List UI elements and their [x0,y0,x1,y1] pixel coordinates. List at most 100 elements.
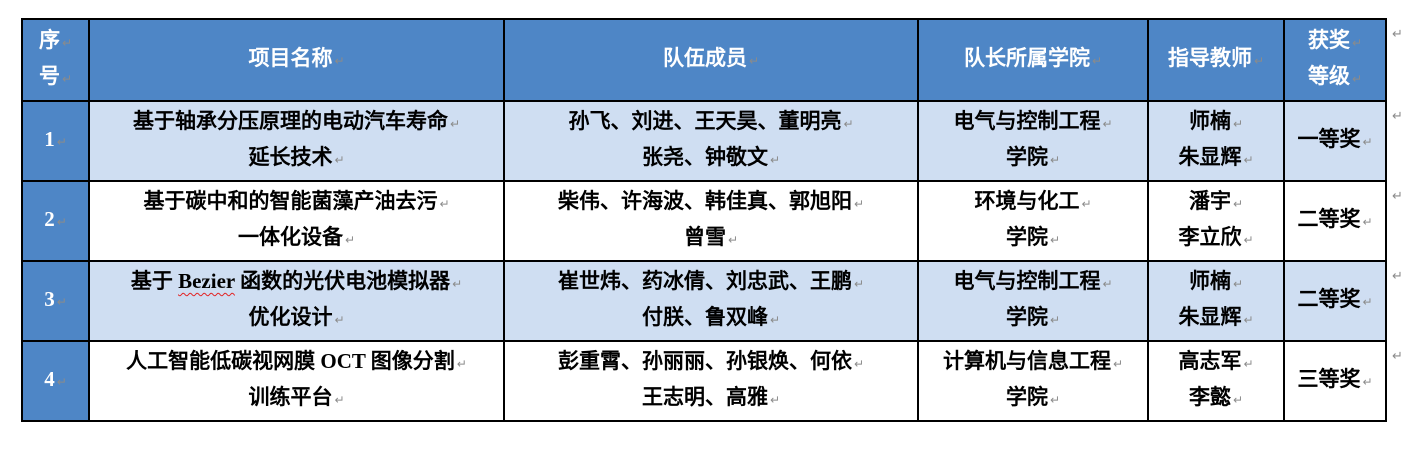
paragraph-mark-icon: ↵ [1362,375,1373,389]
cell-line: 学院 ↵ [1005,225,1061,249]
cell-line: 张尧、钟敬文 ↵ [641,145,781,169]
cell-line: 基于 Bezier 函数的光伏电池模拟器 ↵ [130,269,463,293]
project-name-cell: 人工智能低碳视网膜 OCT 图像分割 ↵ 训练平台 ↵ [88,340,505,422]
cell-line: 电气与控制工程 ↵ [953,109,1113,133]
paragraph-mark-icon: ↵ [769,313,781,327]
paragraph-mark-icon: ↵ [439,197,450,211]
award-text: 二等奖 ↵ [1297,207,1373,231]
cell-line: 付朕、鲁双峰 ↵ [641,305,781,329]
row-end-mark-icon: ↵ [1392,109,1403,124]
paragraph-mark-icon: ↵ [56,375,67,389]
cell-line: 基于轴承分压原理的电动汽车寿命 ↵ [132,109,461,133]
paragraph-mark-icon: ↵ [334,393,345,407]
row-number-cell: 3 ↵ [21,260,90,342]
cell-line: 学院 ↵ [1005,385,1061,409]
paragraph-mark-icon: ↵ [344,233,356,247]
cell-line: 计算机与信息工程 ↵ [942,349,1124,373]
misspelled-word: Bezier [178,269,235,293]
paragraph-mark-icon: ↵ [56,295,67,309]
award-cell: 三等奖 ↵ [1283,340,1387,422]
column-header-serial-number: 序 ↵ 号 ↵ [21,18,90,102]
award-table: 序 ↵ 号 ↵ 项目名称 ↵ 队伍成员 ↵ 队长所属学院 ↵ 指导教师 ↵ 获奖 ↵ 等级 ↵ 1 ↵ 基于轴承… [21,18,1387,422]
row-number: 2 ↵ [44,207,67,231]
paragraph-mark-icon: ↵ [1081,197,1092,211]
cell-line: 队伍成员 ↵ [662,46,760,70]
cell-line: 训练平台 ↵ [248,385,345,409]
cell-line: 号 ↵ [38,64,73,88]
column-header-advisors: 指导教师 ↵ [1147,18,1285,102]
cell-line: 电气与控制工程 ↵ [953,269,1113,293]
team-members-cell: 柴伟、许海波、韩佳真、郭旭阳 ↵ 曾雪 ↵ [503,180,919,262]
paragraph-mark-icon: ↵ [334,153,345,167]
paragraph-mark-icon: ↵ [1362,215,1373,229]
advisors-cell: 潘宇 ↵ 李立欣 ↵ [1147,180,1285,262]
college-cell: 电气与控制工程 ↵ 学院 ↵ [917,260,1149,342]
paragraph-mark-icon: ↵ [1049,233,1061,247]
cell-line: 延长技术 ↵ [248,145,345,169]
cell-line: 学院 ↵ [1005,145,1061,169]
paragraph-mark-icon: ↵ [456,357,467,371]
cell-line: 等级 ↵ [1307,64,1363,88]
table-row: 1 ↵ 基于轴承分压原理的电动汽车寿命 ↵ 延长技术 ↵ 孙飞、刘进、王天昊、董明亮 ↵ 张… [21,100,1387,182]
college-cell: 计算机与信息工程 ↵ 学院 ↵ [917,340,1149,422]
cell-line: 师楠 ↵ [1188,109,1244,133]
paragraph-mark-icon: ↵ [1102,117,1113,131]
column-header-captain-college: 队长所属学院 ↵ [917,18,1149,102]
award-cell: 一等奖 ↵ [1283,100,1387,182]
project-name-cell: 基于碳中和的智能菌藻产油去污 ↵ 一体化设备 ↵ [88,180,505,262]
paragraph-mark-icon: ↵ [452,277,463,291]
row-number: 4 ↵ [44,367,67,391]
cell-line: 师楠 ↵ [1188,269,1244,293]
team-members-cell: 孙飞、刘进、王天昊、董明亮 ↵ 张尧、钟敬文 ↵ [503,100,919,182]
college-cell: 环境与化工 ↵ 学院 ↵ [917,180,1149,262]
advisors-cell: 师楠 ↵ 朱显辉 ↵ [1147,260,1285,342]
cell-line: 环境与化工 ↵ [974,189,1092,213]
paragraph-mark-icon: ↵ [727,233,739,247]
award-text: 三等奖 ↵ [1297,367,1373,391]
cell-line: 彭重霄、孙丽丽、孙银焕、何依 ↵ [557,349,865,373]
header-row: 序 ↵ 号 ↵ 项目名称 ↵ 队伍成员 ↵ 队长所属学院 ↵ 指导教师 ↵ 获奖 ↵ 等级 ↵ [21,18,1387,102]
paragraph-mark-icon: ↵ [1243,153,1254,167]
paragraph-mark-icon: ↵ [853,277,865,291]
cell-line: 崔世炜、药冰倩、刘忠武、王鹏 ↵ [557,269,865,293]
cell-line: 学院 ↵ [1005,305,1061,329]
table-row: 4 ↵ 人工智能低碳视网膜 OCT 图像分割 ↵ 训练平台 ↵ 彭重霄、孙丽丽、孙银焕、… [21,340,1387,422]
row-number: 3 ↵ [44,287,67,311]
paragraph-mark-icon: ↵ [1351,36,1363,50]
paragraph-mark-icon: ↵ [334,313,345,327]
project-name-cell: 基于轴承分压原理的电动汽车寿命 ↵ 延长技术 ↵ [88,100,505,182]
advisors-cell: 高志军 ↵ 李懿 ↵ [1147,340,1285,422]
cell-line: 朱显辉 ↵ [1178,305,1254,329]
college-cell: 电气与控制工程 ↵ 学院 ↵ [917,100,1149,182]
cell-line: 获奖 ↵ [1307,28,1363,52]
paragraph-mark-icon: ↵ [1049,393,1061,407]
column-header-team-members: 队伍成员 ↵ [503,18,919,102]
cell-line: 潘宇 ↵ [1188,189,1244,213]
paragraph-mark-icon: ↵ [1102,277,1113,291]
cell-line: 王志明、高雅 ↵ [641,385,781,409]
paragraph-mark-icon: ↵ [1232,277,1244,291]
cell-line: 优化设计 ↵ [248,305,345,329]
cell-line: 李懿 ↵ [1188,385,1244,409]
cell-line: 李立欣 ↵ [1178,225,1254,249]
paragraph-mark-icon: ↵ [1091,54,1103,68]
team-members-cell: 崔世炜、药冰倩、刘忠武、王鹏 ↵ 付朕、鲁双峰 ↵ [503,260,919,342]
paragraph-mark-icon: ↵ [334,54,345,68]
paragraph-mark-icon: ↵ [1112,357,1124,371]
paragraph-mark-icon: ↵ [769,153,781,167]
paragraph-mark-icon: ↵ [1243,313,1254,327]
cell-line: 指导教师 ↵ [1167,46,1265,70]
award-cell: 二等奖 ↵ [1283,260,1387,342]
column-header-award-level: 获奖 ↵ 等级 ↵ [1283,18,1387,102]
award-text: 二等奖 ↵ [1297,287,1373,311]
paragraph-mark-icon: ↵ [1351,72,1363,86]
cell-line: 柴伟、许海波、韩佳真、郭旭阳 ↵ [557,189,865,213]
table-row: 2 ↵ 基于碳中和的智能菌藻产油去污 ↵ 一体化设备 ↵ 柴伟、许海波、韩佳真、郭旭阳 ↵… [21,180,1387,262]
paragraph-mark-icon: ↵ [1232,117,1244,131]
cell-line: 孙飞、刘进、王天昊、董明亮 ↵ [568,109,854,133]
cell-line: 一体化设备 ↵ [237,225,356,249]
cell-line: 序 ↵ [38,28,73,52]
paragraph-mark-icon: ↵ [1362,135,1373,149]
paragraph-mark-icon: ↵ [449,117,461,131]
